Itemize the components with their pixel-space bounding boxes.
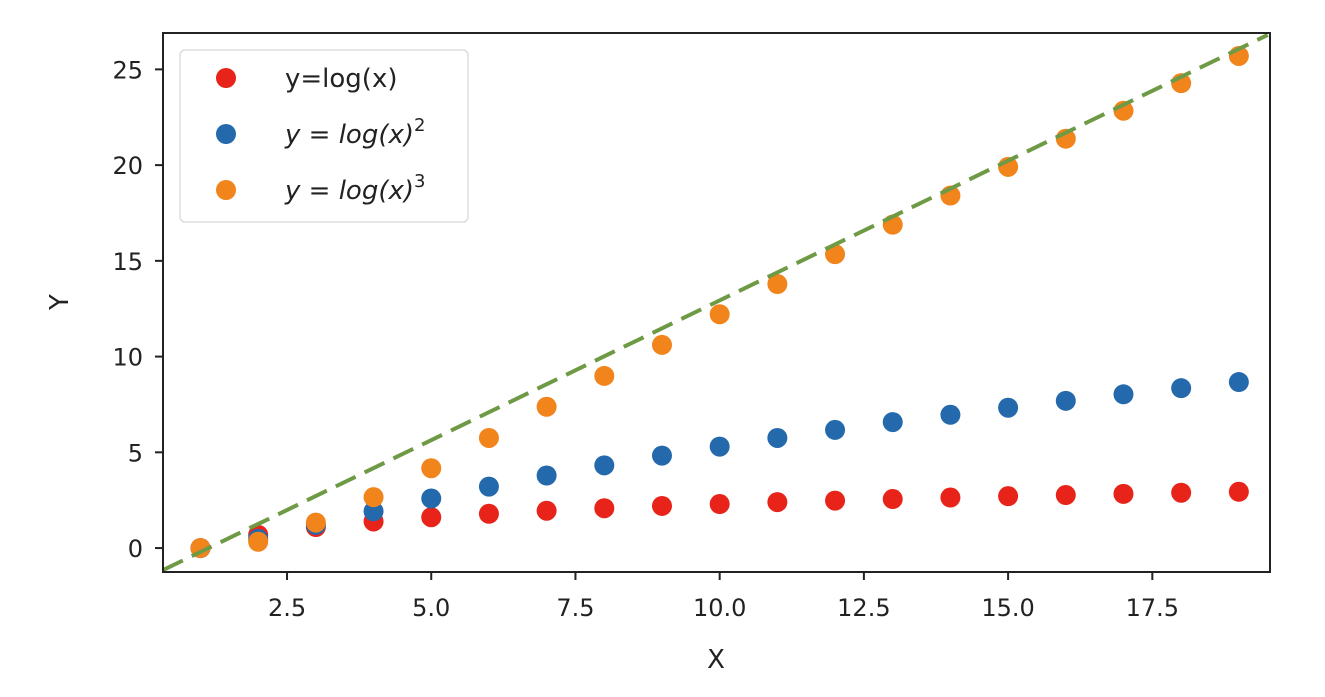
data-point [478,503,499,524]
data-point [421,507,442,528]
y-tick-label: 25 [112,56,143,84]
data-point [594,498,615,519]
data-point [940,404,961,425]
legend-marker [216,68,236,88]
legend-label: y=log(x) [285,64,397,94]
data-point [363,487,384,508]
data-point [594,365,615,386]
legend-box [179,49,469,223]
legend-marker [216,180,236,200]
x-tick-label: 7.5 [556,594,594,622]
data-point [1113,483,1134,504]
y-tick-label: 20 [112,152,143,180]
legend: y=log(x) y = log(x)2 y = log(x)3 [179,49,469,223]
data-point [1228,372,1249,393]
legend-item: y = log(x)2 [216,115,425,150]
series-2 [190,372,1249,559]
legend-item: y=log(x) [216,64,397,94]
axes-frame [162,32,1271,573]
data-point [1171,378,1192,399]
data-point [767,427,788,448]
data-point [536,500,557,521]
legend-item: y = log(x)3 [216,171,425,206]
data-point [940,487,961,508]
legend-label: y = log(x)2 [284,115,425,150]
data-point [651,495,672,516]
data-point [1055,390,1076,411]
data-point [709,304,730,325]
y-tick-label: 0 [128,535,143,563]
data-point [1171,482,1192,503]
data-point [1228,481,1249,502]
y-tick-label: 5 [128,439,143,467]
series-3 [190,45,1249,559]
x-tick-label: 10.0 [693,594,746,622]
data-point [767,274,788,295]
data-point [363,501,384,522]
legend-label: y = log(x)3 [284,171,425,206]
data-point [651,334,672,355]
data-point [709,436,730,457]
data-point [1113,384,1134,405]
data-point [1055,485,1076,506]
series-1 [190,481,1249,559]
data-point [478,427,499,448]
x-tick-label: 15.0 [981,594,1034,622]
data-point [825,490,846,511]
data-point [825,419,846,440]
x-axis: 2.5 5.0 7.5 10.0 12.5 15.0 17.5 [268,572,1179,622]
data-point [882,412,903,433]
data-point [421,488,442,509]
data-point [709,494,730,515]
data-point [882,489,903,510]
plot-area [162,33,1269,572]
data-point [536,396,557,417]
data-point [478,476,499,497]
data-point [248,531,269,552]
legend-marker [216,124,236,144]
reference-line [162,33,1269,572]
y-tick-label: 10 [112,344,143,372]
data-point [594,455,615,476]
y-axis-label: Y [45,294,75,311]
data-point [998,397,1019,418]
data-point [998,486,1019,507]
data-point [305,512,326,533]
data-point [536,465,557,486]
x-tick-label: 5.0 [412,594,450,622]
y-axis: 0 5 10 15 20 25 [112,56,163,563]
x-tick-label: 17.5 [1126,594,1179,622]
data-point [421,458,442,479]
data-point [767,492,788,513]
x-tick-label: 2.5 [268,594,306,622]
x-axis-label: X [707,645,725,675]
x-tick-label: 12.5 [837,594,890,622]
y-tick-label: 15 [112,248,143,276]
data-point [651,445,672,466]
